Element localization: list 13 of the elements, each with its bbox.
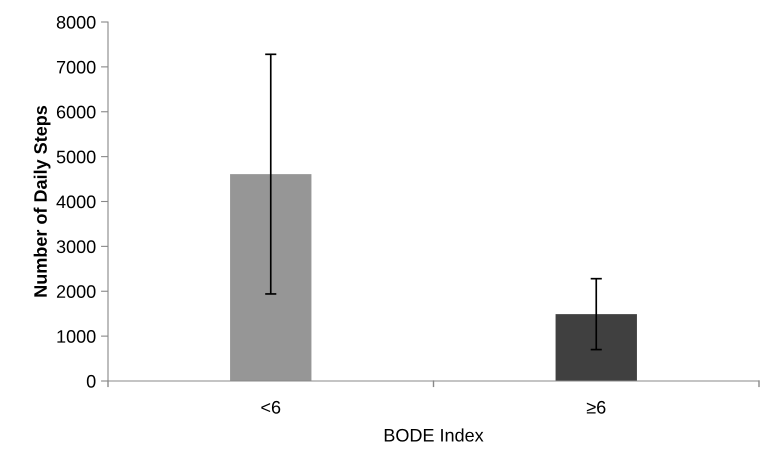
y-tick-label: 0 bbox=[86, 374, 96, 388]
y-tick-label: 1000 bbox=[57, 330, 96, 343]
y-tick-label: 8000 bbox=[56, 16, 96, 29]
x-axis-title: BODE Index bbox=[384, 428, 484, 442]
x-tick-label: <6 bbox=[261, 400, 280, 414]
y-tick-label: 3000 bbox=[56, 240, 96, 254]
y-tick-label: 6000 bbox=[56, 106, 96, 118]
x-tick-label: ≥6 bbox=[586, 400, 606, 414]
y-tick-label: 4000 bbox=[56, 195, 96, 208]
y-tick-label: 7000 bbox=[56, 60, 96, 74]
y-tick-label: 2000 bbox=[56, 285, 96, 298]
y-tick-label: 5000 bbox=[56, 150, 96, 164]
y-axis-title: Number of Daily Steps bbox=[34, 106, 50, 297]
